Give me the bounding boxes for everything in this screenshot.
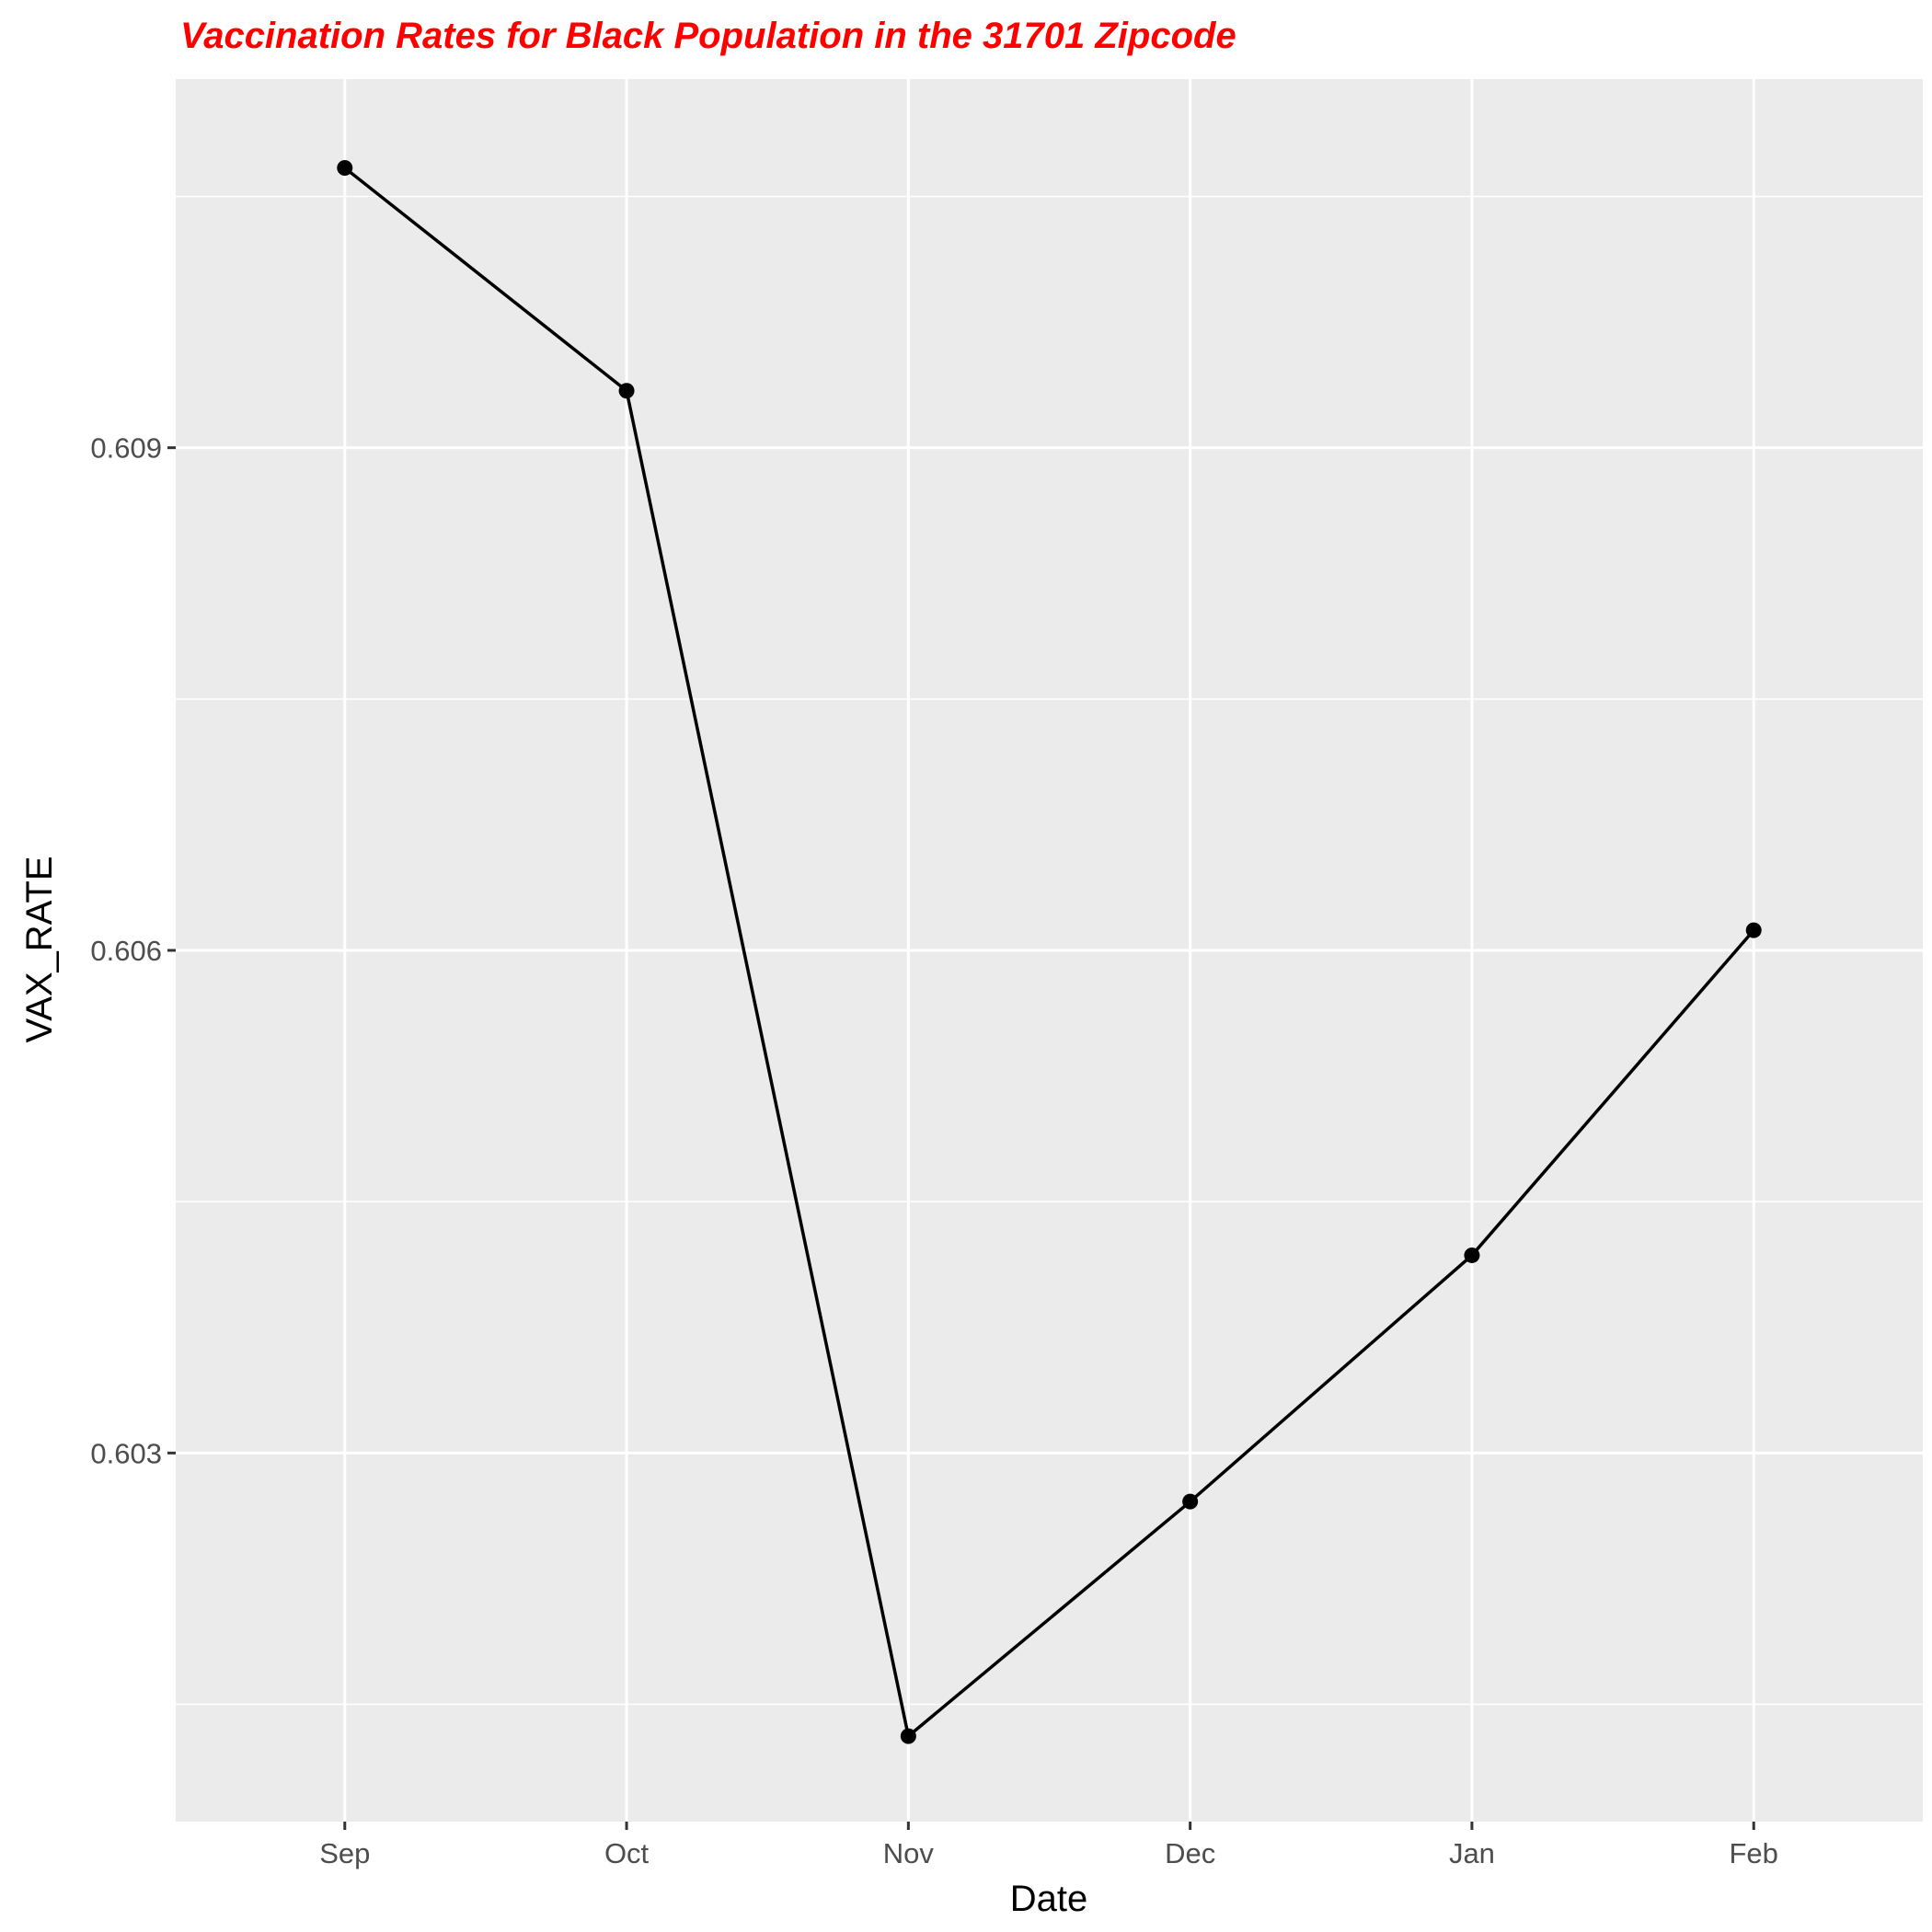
y-axis-title: VAX_RATE [19, 856, 60, 1042]
data-point [900, 1728, 916, 1744]
x-tick-label: Dec [1165, 1837, 1215, 1869]
series-line [343, 167, 1755, 1740]
y-tick-label: 0.606 [90, 935, 162, 967]
data-point [337, 160, 353, 177]
data-point [1182, 1493, 1199, 1510]
gridlines [176, 79, 1923, 1822]
series [337, 160, 1762, 1744]
data-point [1464, 1247, 1480, 1263]
x-tick-label: Jan [1449, 1837, 1495, 1869]
axes: 0.603 0.606 0.609 Sep Oct Nov Dec Jan Feb [90, 432, 1778, 1869]
x-tick-label: Oct [604, 1837, 650, 1869]
x-tick-label: Feb [1730, 1837, 1778, 1869]
data-point [1745, 922, 1762, 938]
y-tick-label: 0.609 [90, 432, 162, 465]
x-axis-title: Date [1010, 1879, 1088, 1919]
y-tick-label: 0.603 [90, 1437, 162, 1469]
x-tick-label: Sep [319, 1837, 370, 1869]
x-tick-label: Nov [883, 1837, 935, 1869]
chart-title: Vaccination Rates for Black Population i… [180, 16, 1236, 56]
data-point [618, 383, 635, 399]
